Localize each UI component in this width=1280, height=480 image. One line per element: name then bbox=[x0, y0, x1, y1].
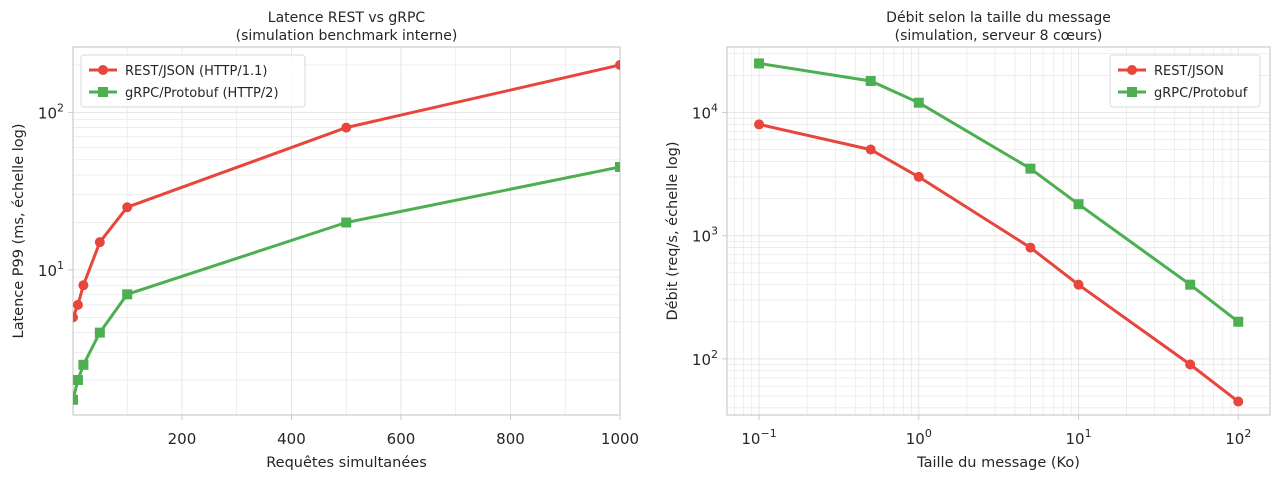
legend-marker bbox=[1127, 65, 1137, 75]
x-tick-label: 600 bbox=[387, 430, 416, 448]
data-point bbox=[1185, 359, 1196, 370]
data-point bbox=[73, 312, 78, 323]
x-tick-label: 200 bbox=[168, 430, 197, 448]
x-axis-label: Requêtes simultanées bbox=[266, 455, 427, 471]
data-point bbox=[341, 217, 352, 228]
chart-subtitle: (simulation benchmark interne) bbox=[236, 28, 458, 44]
legend-marker bbox=[98, 65, 108, 75]
data-point bbox=[865, 76, 876, 87]
y-tick-label: 102 bbox=[38, 101, 64, 122]
y-tick-label: 102 bbox=[692, 348, 718, 369]
data-point bbox=[913, 97, 924, 108]
data-point bbox=[73, 299, 83, 310]
data-point bbox=[1233, 316, 1244, 327]
legend: REST/JSON gRPC/Protobuf bbox=[1109, 54, 1261, 108]
legend-label: gRPC/Protobuf (HTTP/2) bbox=[125, 86, 279, 101]
x-tick-label: 101 bbox=[1065, 427, 1091, 448]
legend-box bbox=[1109, 54, 1261, 108]
data-point bbox=[865, 144, 876, 155]
legend-marker bbox=[98, 87, 108, 97]
legend-label: REST/JSON (HTTP/1.1) bbox=[125, 64, 267, 79]
data-point bbox=[754, 58, 765, 69]
x-tick-label: 102 bbox=[1225, 427, 1251, 448]
y-tick-label: 101 bbox=[38, 259, 64, 280]
legend: REST/JSON (HTTP/1.1) gRPC/Protobuf (HTTP/… bbox=[80, 54, 306, 108]
data-point bbox=[341, 122, 352, 133]
chart-title: Latence REST vs gRPC bbox=[268, 10, 426, 26]
data-point bbox=[1073, 279, 1084, 290]
legend-label: gRPC/Protobuf bbox=[1154, 86, 1248, 101]
data-point bbox=[1233, 396, 1244, 407]
chart-title: Débit selon la taille du message bbox=[886, 10, 1111, 26]
data-point bbox=[122, 289, 133, 300]
grid bbox=[727, 47, 1270, 415]
data-point bbox=[1185, 279, 1196, 290]
data-point bbox=[78, 280, 89, 291]
x-tick-label: 1000 bbox=[601, 430, 639, 448]
plot-frame bbox=[726, 46, 1271, 416]
legend-box bbox=[80, 54, 306, 108]
y-tick-label: 104 bbox=[692, 101, 718, 122]
y-tick-label: 103 bbox=[692, 225, 718, 246]
x-tick-label: 400 bbox=[277, 430, 306, 448]
x-axis-label: Taille du message (Ko) bbox=[916, 455, 1080, 471]
legend-label: REST/JSON bbox=[1154, 64, 1224, 79]
chart-panel-1: 200 400 600 800 1000 101 102 Latence REST vs gR… bbox=[11, 10, 639, 471]
data-point bbox=[1025, 163, 1036, 174]
data-point bbox=[94, 327, 105, 338]
y-axis-label: Débit (req/s, échelle log) bbox=[665, 141, 681, 320]
data-point bbox=[122, 202, 133, 213]
data-point bbox=[615, 59, 620, 70]
series-group bbox=[754, 58, 1244, 407]
data-point bbox=[615, 162, 620, 173]
data-point bbox=[913, 171, 924, 182]
data-point bbox=[1073, 199, 1084, 210]
data-point bbox=[73, 394, 78, 405]
x-tick-label: 800 bbox=[496, 430, 525, 448]
x-tick-label: 100 bbox=[906, 427, 932, 448]
data-point bbox=[73, 375, 83, 386]
chart-subtitle: (simulation, serveur 8 cœurs) bbox=[895, 28, 1103, 44]
y-axis-label: Latence P99 (ms, échelle log) bbox=[11, 124, 27, 339]
series-group bbox=[73, 59, 620, 405]
chart-panel-2: 10−1 100 101 102 102 103 104 Débit selon la tai… bbox=[665, 10, 1271, 471]
data-point bbox=[94, 237, 105, 248]
plot-frame bbox=[72, 46, 621, 416]
data-point bbox=[754, 119, 765, 130]
x-tick-label: 10−1 bbox=[741, 427, 776, 448]
data-point bbox=[1025, 242, 1036, 253]
data-point bbox=[78, 359, 89, 370]
legend-marker bbox=[1127, 87, 1137, 97]
